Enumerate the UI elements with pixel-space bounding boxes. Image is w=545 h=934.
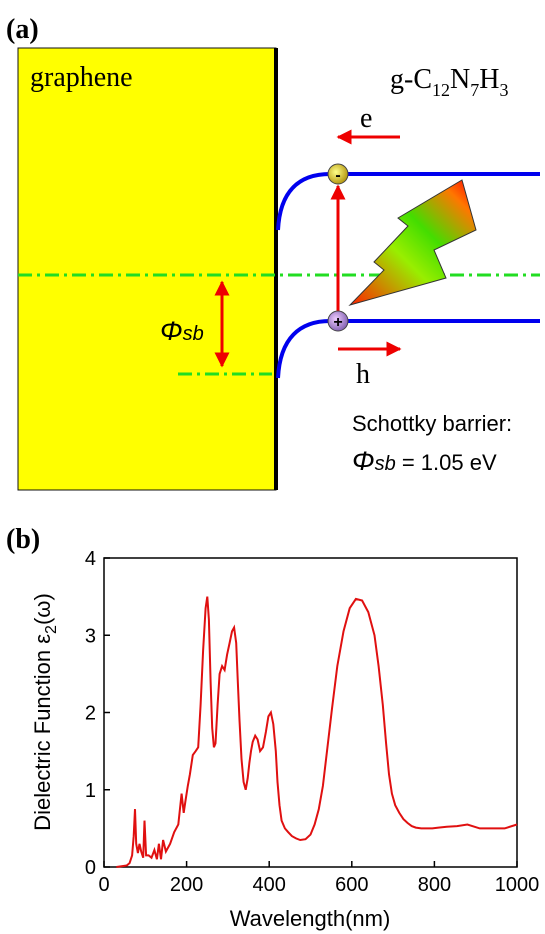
graphene-label: graphene (30, 62, 133, 93)
x-axis-label: Wavelength(nm) (230, 906, 391, 931)
x-tick-label: 1000 (495, 874, 540, 896)
x-axis-ticks: 0 200 400 600 800 1000 (98, 861, 539, 896)
plot-frame (103, 557, 518, 868)
y-axis-label: Dielectric Function ε2(ω) (30, 593, 60, 831)
hole-icon (327, 310, 349, 332)
x-tick-label: 200 (170, 874, 203, 896)
panel-a: (a) graphene g-C12N7H3 Φsb - e + h (6, 14, 540, 491)
valence-band (276, 319, 540, 379)
hole-charge: + (333, 314, 342, 331)
y-tick-label: 4 (85, 548, 96, 570)
electron-icon (327, 163, 349, 185)
y-axis-ticks: 0 1 2 3 4 (85, 548, 110, 879)
barrier-symbol: Φsb (160, 316, 204, 346)
y-tick-label: 2 (85, 703, 96, 725)
x-tick-label: 800 (418, 874, 451, 896)
material-formula: g-C12N7H3 (390, 64, 508, 100)
panel-b-label: (b) (6, 524, 40, 555)
y-tick-label: 3 (85, 625, 96, 647)
panel-b: (b) 0 200 400 600 800 1000 0 1 2 3 4 Wavelength(n… (6, 524, 539, 931)
x-tick-label: 600 (335, 874, 368, 896)
y-tick-label: 1 (85, 780, 96, 802)
dielectric-chart: 0 200 400 600 800 1000 0 1 2 3 4 Wavelength(nm) D… (30, 548, 539, 931)
electron-charge: - (335, 167, 340, 184)
panel-a-label: (a) (6, 14, 39, 45)
electron-label: e (360, 103, 372, 134)
series-line (116, 596, 518, 868)
schottky-caption: Schottky barrier: (352, 411, 512, 436)
x-tick-label: 400 (253, 874, 286, 896)
x-tick-label: 0 (98, 874, 109, 896)
y-tick-label: 0 (85, 857, 96, 879)
light-bolt-icon (348, 179, 477, 306)
hole-label: h (356, 359, 370, 390)
schottky-value: Φsb = 1.05 eV (352, 446, 497, 476)
graphene-region (17, 47, 277, 491)
